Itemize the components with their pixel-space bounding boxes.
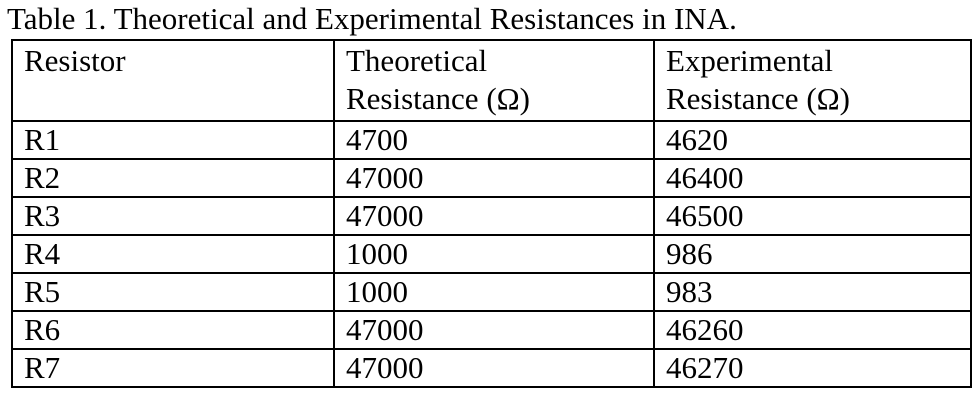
cell-resistor: R4: [11, 234, 335, 274]
cell-resistor: R5: [11, 272, 335, 312]
table-row: R2 47000 46400: [11, 158, 972, 198]
cell-resistor: R3: [11, 196, 335, 236]
cell-experimental: 46500: [653, 196, 972, 236]
cell-experimental: 46400: [653, 158, 972, 198]
cell-experimental: 986: [653, 234, 972, 274]
cell-theoretical: 47000: [333, 196, 655, 236]
header-experimental-resistance: Experimental Resistance (Ω): [653, 39, 972, 122]
cell-theoretical: 47000: [333, 158, 655, 198]
cell-theoretical: 1000: [333, 272, 655, 312]
header-experimental-line1: Experimental: [666, 43, 833, 78]
cell-theoretical: 47000: [333, 348, 655, 388]
cell-experimental: 983: [653, 272, 972, 312]
header-resistor: Resistor: [11, 39, 335, 122]
resistance-table: Resistor Theoretical Resistance (Ω) Expe…: [11, 39, 972, 388]
header-theoretical-line1: Theoretical: [346, 43, 488, 78]
cell-experimental: 46260: [653, 310, 972, 350]
cell-resistor: R2: [11, 158, 335, 198]
table-row: R7 47000 46270: [11, 348, 972, 388]
cell-theoretical: 4700: [333, 120, 655, 160]
cell-resistor: R1: [11, 120, 335, 160]
table-row: R1 4700 4620: [11, 120, 972, 160]
cell-resistor: R7: [11, 348, 335, 388]
header-experimental-line2: Resistance (Ω): [666, 81, 851, 116]
table-row: R6 47000 46260: [11, 310, 972, 350]
cell-theoretical: 47000: [333, 310, 655, 350]
header-resistor-line1: Resistor: [24, 43, 126, 78]
table-row: R3 47000 46500: [11, 196, 972, 236]
header-theoretical-line2: Resistance (Ω): [346, 81, 531, 116]
header-theoretical-resistance: Theoretical Resistance (Ω): [333, 39, 655, 122]
cell-experimental: 4620: [653, 120, 972, 160]
cell-theoretical: 1000: [333, 234, 655, 274]
cell-resistor: R6: [11, 310, 335, 350]
cell-experimental: 46270: [653, 348, 972, 388]
table-caption: Table 1. Theoretical and Experimental Re…: [7, 1, 737, 36]
table-header-row: Resistor Theoretical Resistance (Ω) Expe…: [11, 39, 972, 122]
table-row: R4 1000 986: [11, 234, 972, 274]
table-row: R5 1000 983: [11, 272, 972, 312]
